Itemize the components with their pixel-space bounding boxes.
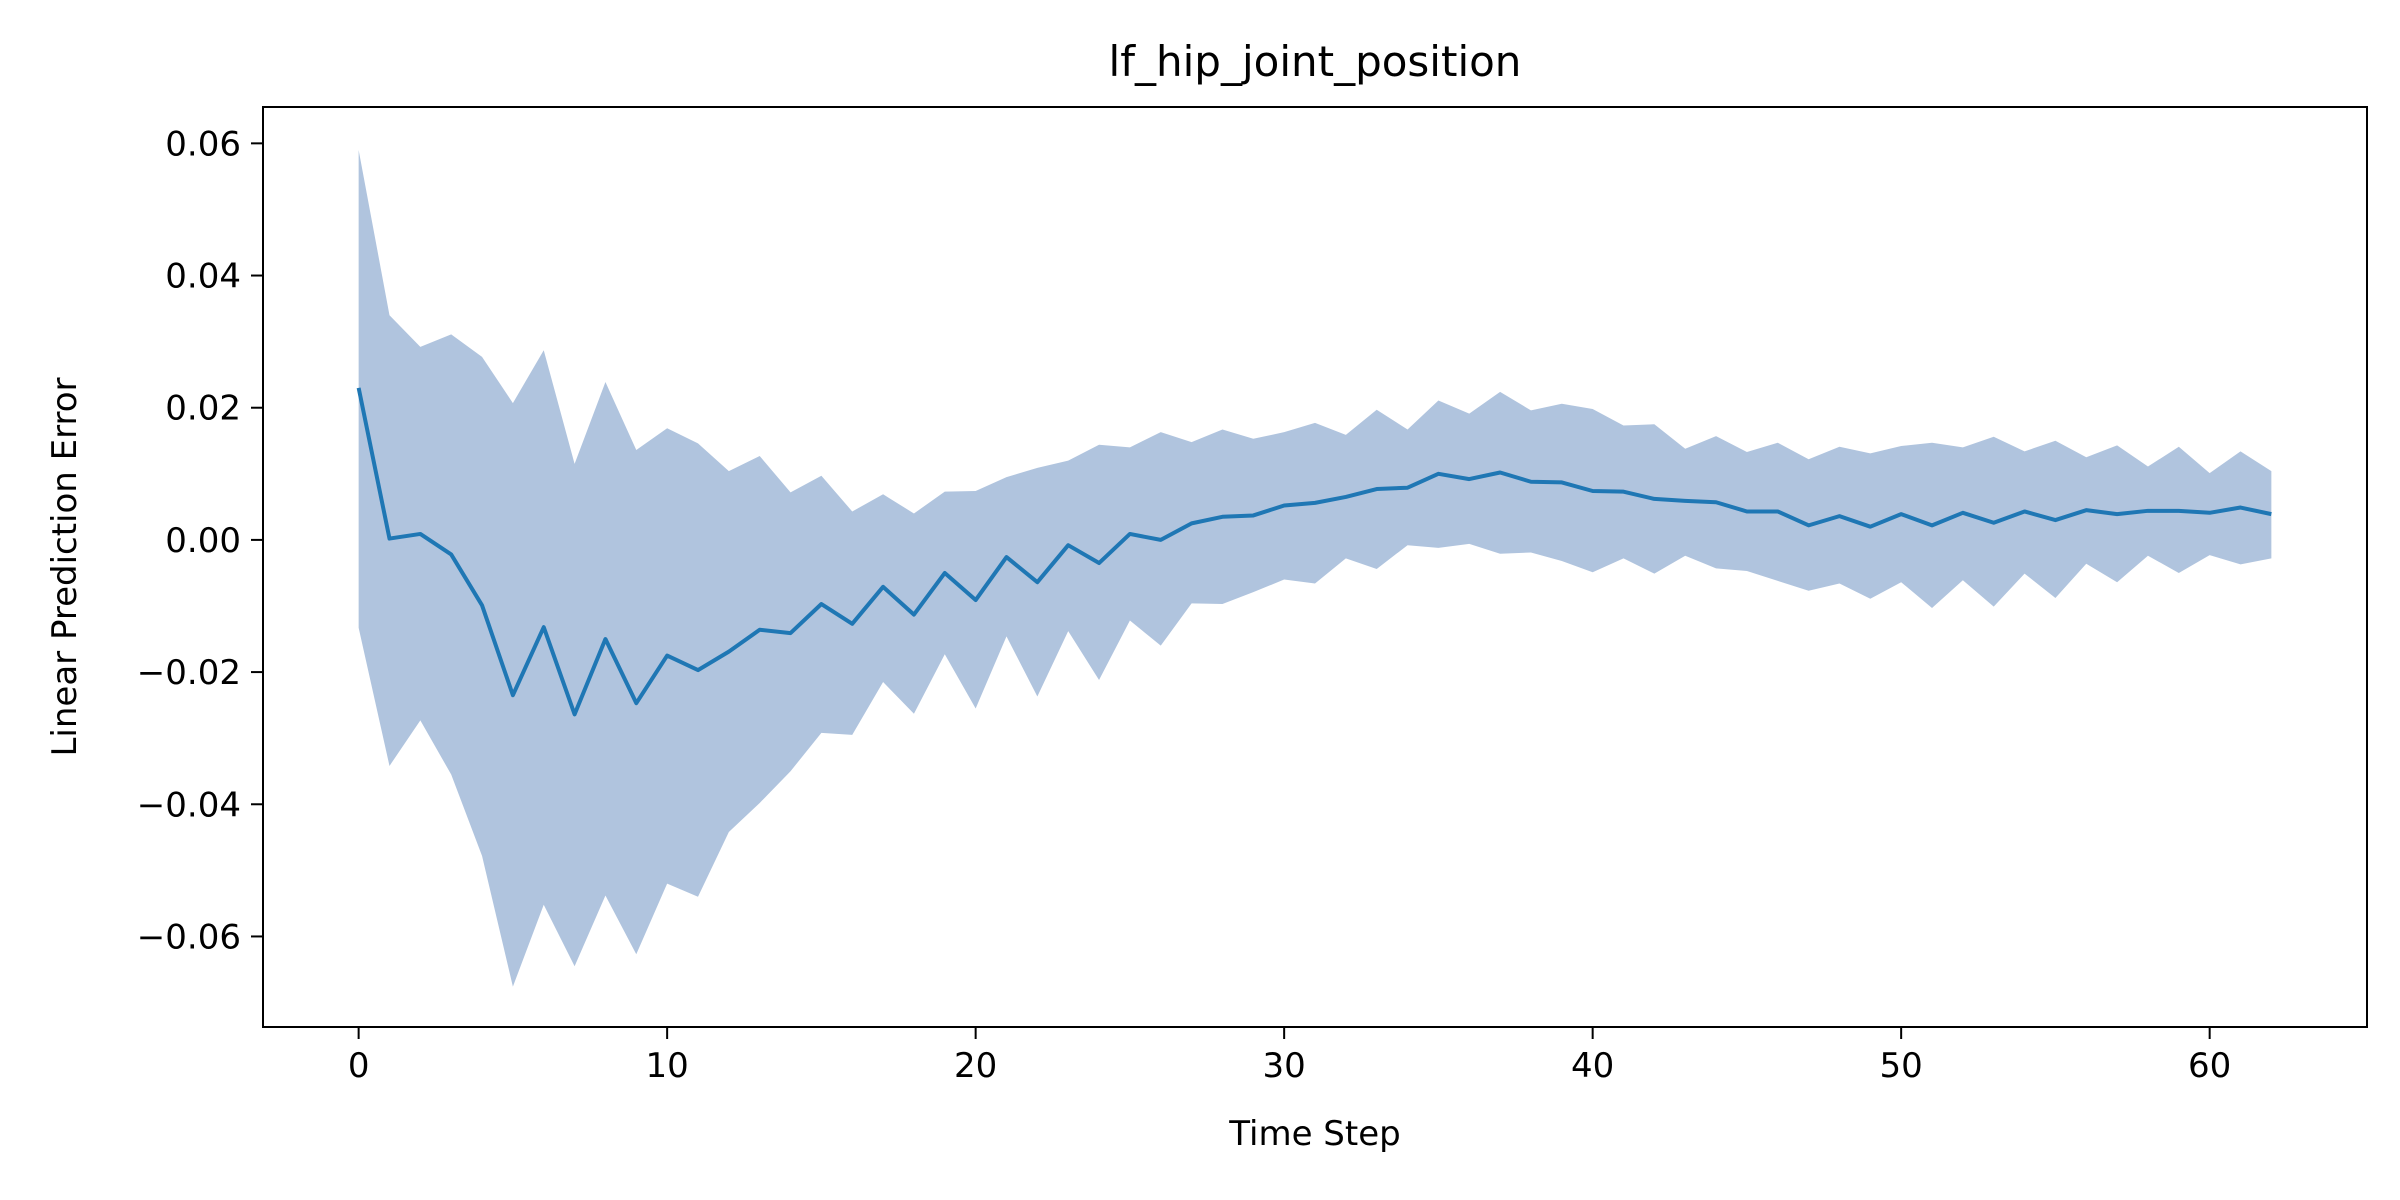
x-axis-label: Time Step [1228, 1114, 1400, 1154]
plot-area [356, 149, 2272, 987]
x-tick-label: 0 [348, 1046, 370, 1086]
y-axis: 0.06 0.04 0.02 0.00 −0.02 −0.04 −0.06 [137, 124, 263, 957]
x-tick-label: 40 [1571, 1046, 1614, 1086]
x-tick-label: 60 [2188, 1046, 2231, 1086]
y-tick-label: −0.04 [137, 785, 241, 825]
y-tick-label: −0.02 [137, 653, 241, 693]
x-tick-label: 30 [1263, 1046, 1306, 1086]
x-tick-label: 20 [954, 1046, 997, 1086]
y-tick-label: 0.02 [165, 389, 241, 429]
x-tick-label: 10 [646, 1046, 689, 1086]
chart-title: lf_hip_joint_position [1109, 37, 1522, 86]
x-tick-label: 50 [1880, 1046, 1923, 1086]
y-tick-label: 0.06 [165, 124, 241, 164]
y-tick-label: −0.06 [137, 917, 241, 957]
mean-line [356, 387, 2272, 717]
error-band [358, 149, 2272, 987]
x-axis: 0 10 20 30 40 50 60 [348, 1027, 2231, 1086]
y-tick-label: 0.00 [165, 521, 241, 561]
y-axis-label: Linear Prediction Error [45, 377, 85, 756]
plot-frame [262, 106, 2368, 1028]
y-tick-label: 0.04 [165, 257, 241, 297]
